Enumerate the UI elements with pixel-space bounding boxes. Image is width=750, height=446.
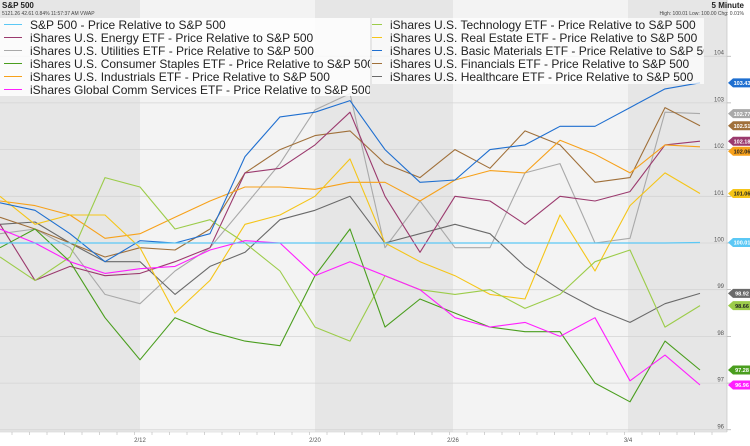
series-line-6 (0, 177, 701, 342)
last-value-badge: 100.01 (728, 238, 750, 248)
series-line-9 (0, 107, 701, 258)
badge-shape (728, 78, 750, 88)
badge-value: 98.92 (735, 292, 749, 298)
last-value-badge: 98.66 (728, 301, 750, 311)
badge-shape (728, 121, 750, 131)
badge-shape (728, 109, 750, 119)
last-value-badge: 98.92 (728, 288, 750, 298)
badge-shape (728, 301, 750, 311)
legend-swatch (4, 88, 22, 91)
badge-shape (728, 380, 750, 390)
badge-shape (728, 146, 750, 156)
legend-item[interactable]: iShares U.S. Basic Materials ETF - Price… (372, 43, 704, 58)
badge-value: 102.18 (734, 139, 750, 145)
legend-swatch (4, 75, 22, 78)
legend-label: iShares U.S. Basic Materials ETF - Price… (390, 43, 704, 58)
legend-item[interactable]: S&P 500 - Price Relative to S&P 500 (0, 18, 370, 32)
badge-value: 103.43 (734, 81, 750, 87)
series-line-10 (0, 195, 701, 323)
series-line-3 (0, 228, 701, 403)
chart-title: S&P 500 (2, 1, 34, 10)
x-tick-label: 2/12 (134, 438, 146, 444)
legend-swatch (4, 36, 22, 39)
legend-item[interactable]: iShares U.S. Healthcare ETF - Price Rela… (372, 69, 704, 84)
last-value-badge: 96.96 (728, 380, 750, 390)
y-tick-label: 99 (717, 284, 724, 290)
legend-item[interactable]: iShares U.S. Industrials ETF - Price Rel… (0, 69, 370, 84)
legend-label: iShares U.S. Technology ETF - Price Rela… (390, 18, 696, 32)
y-tick-label: 101 (714, 191, 725, 197)
legend-label: iShares U.S. Consumer Staples ETF - Pric… (30, 56, 370, 71)
badge-shape (728, 188, 750, 198)
badge-value: 97.28 (735, 368, 749, 374)
badge-value: 98.66 (735, 304, 749, 310)
badge-shape (728, 288, 750, 298)
legend-item[interactable]: iShares U.S. Real Estate ETF - Price Rel… (372, 30, 704, 45)
high-low-change: High: 100.01 Low: 100.00 Chg: 0.01% (659, 11, 744, 17)
badge-value: 102.77 (734, 112, 750, 118)
legend-label: iShares U.S. Financials ETF - Price Rela… (390, 56, 690, 71)
legend-label: iShares Global Comm Services ETF - Price… (30, 82, 370, 97)
legend-label: iShares U.S. Energy ETF - Price Relative… (30, 30, 314, 45)
badge-value: 102.06 (734, 149, 750, 155)
legend-item[interactable]: iShares U.S. Utilities ETF - Price Relat… (0, 43, 370, 58)
series-line-8 (0, 82, 701, 263)
legend-swatch (4, 62, 22, 65)
last-value-badge: 102.51 (728, 121, 750, 131)
legend-item[interactable]: iShares Global Comm Services ETF - Price… (0, 83, 370, 96)
last-value-badge: 102.06 (728, 146, 750, 156)
legend-label: iShares U.S. Healthcare ETF - Price Rela… (390, 69, 694, 84)
legend-swatch (372, 75, 382, 78)
series-line-7 (0, 158, 701, 314)
legend-swatch (372, 62, 382, 65)
legend-item[interactable]: iShares U.S. Energy ETF - Price Relative… (0, 30, 370, 45)
y-tick-label: 98 (717, 331, 724, 337)
badge-shape (728, 365, 750, 375)
badge-shape (728, 136, 750, 146)
x-tick-label: 2/20 (309, 438, 321, 444)
legend-label: iShares U.S. Real Estate ETF - Price Rel… (390, 30, 698, 45)
interval-label[interactable]: 5 Minute (711, 1, 744, 10)
y-tick-label: 100 (714, 238, 725, 244)
legend: S&P 500 - Price Relative to S&P 500 iShar… (0, 18, 705, 96)
legend-label: iShares U.S. Utilities ETF - Price Relat… (30, 43, 314, 58)
y-tick-label: 97 (717, 378, 724, 384)
legend-item[interactable]: iShares U.S. Financials ETF - Price Rela… (372, 56, 704, 71)
legend-swatch (372, 49, 382, 52)
last-value-badge: 103.43 (728, 78, 750, 88)
badge-value: 101.06 (734, 192, 750, 198)
last-value-badge: 102.77 (728, 109, 750, 119)
series-line-4 (0, 139, 701, 239)
y-tick-label: 104 (714, 51, 725, 57)
series-line-1 (0, 111, 701, 281)
legend-column-2: iShares U.S. Technology ETF - Price Rela… (372, 18, 704, 84)
badge-value: 96.96 (735, 383, 749, 389)
legend-column-1: S&P 500 - Price Relative to S&P 500 iShar… (0, 18, 370, 96)
legend-label: iShares U.S. Industrials ETF - Price Rel… (30, 69, 330, 84)
x-tick-label: 3/4 (624, 438, 633, 444)
legend-swatch (4, 49, 22, 52)
badge-value: 100.01 (734, 241, 750, 247)
y-tick-label: 102 (714, 144, 725, 150)
y-tick-label: 103 (714, 97, 725, 103)
badge-value: 102.51 (734, 124, 750, 130)
series-line-5 (0, 228, 701, 386)
legend-item[interactable]: iShares U.S. Consumer Staples ETF - Pric… (0, 56, 370, 71)
last-value-badge: 97.28 (728, 365, 750, 375)
x-tick-label: 2/26 (447, 438, 459, 444)
last-value-badge: 101.06 (728, 188, 750, 198)
legend-item[interactable]: iShares U.S. Technology ETF - Price Rela… (372, 18, 704, 32)
legend-swatch (372, 36, 382, 39)
series-line-0 (0, 241, 701, 244)
quote-line: 5121.26 42.61 0.84% 11:57:37 AM VWAP (2, 11, 95, 17)
legend-swatch (372, 23, 382, 26)
legend-label: S&P 500 - Price Relative to S&P 500 (30, 18, 226, 32)
legend-swatch (4, 23, 22, 26)
last-value-badge: 102.18 (728, 136, 750, 146)
badge-shape (728, 238, 750, 248)
y-tick-label: 96 (717, 424, 724, 430)
